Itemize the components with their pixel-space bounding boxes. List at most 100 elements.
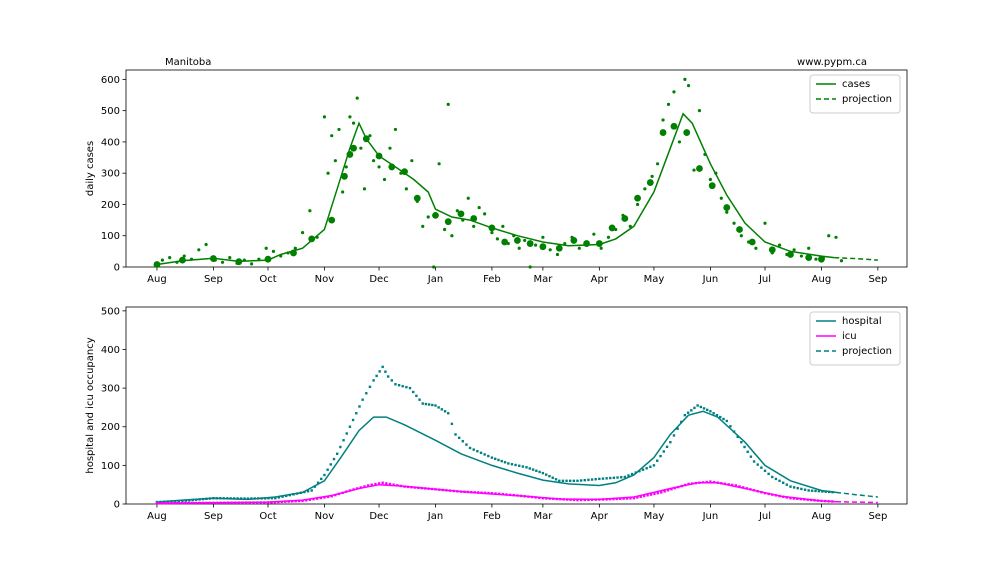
hospital-observed-point	[339, 445, 342, 449]
x-tick-label: Jul	[758, 274, 771, 285]
hospital-observed-point	[601, 477, 605, 480]
hospital-observed-point	[397, 384, 401, 387]
x-tick-label: Aug	[812, 274, 832, 285]
hospital-observed-point	[447, 412, 450, 415]
x-tick-label: Jun	[702, 511, 719, 522]
hospital-observed-point	[541, 471, 545, 475]
hospital-observed-point	[561, 479, 565, 483]
hospital-observed-point	[641, 468, 645, 471]
icu-observed-point	[705, 480, 708, 484]
hospital-observed-point	[696, 404, 699, 407]
icu-observed-point	[642, 494, 646, 498]
daily-case-point	[426, 215, 430, 219]
hospital-observed-point	[630, 472, 634, 476]
daily-case-point	[432, 265, 436, 269]
hospital-observed-point	[490, 456, 494, 459]
icu-observed-point	[619, 497, 622, 500]
hospital-observed-point	[525, 466, 528, 469]
hospital-observed-point	[715, 413, 719, 417]
daily-case-point	[326, 171, 330, 175]
icu-observed-point	[363, 485, 366, 488]
legend-label: hospital	[842, 316, 882, 327]
cases-line	[156, 112, 835, 266]
hospital-observed-point	[487, 454, 490, 458]
daily-case-point	[477, 205, 481, 210]
weekly-case-marker	[583, 240, 590, 247]
hospital-observed-point	[500, 459, 503, 463]
daily-case-point	[330, 134, 334, 138]
hospital-observed-point	[705, 408, 709, 412]
x-tick-label: May	[644, 511, 665, 522]
hospital-observed-point	[528, 467, 531, 470]
daily-case-point	[182, 254, 186, 258]
plot-frame	[125, 306, 908, 505]
projection-line	[834, 256, 878, 261]
weekly-case-marker	[646, 179, 654, 186]
daily-case-point	[348, 115, 352, 119]
daily-case-point	[814, 257, 818, 261]
hospital-observed-point	[329, 463, 333, 466]
hospital-observed-point	[576, 479, 579, 483]
hospital-observed-point	[590, 478, 594, 481]
hospital-observed-point	[729, 425, 732, 428]
icu-observed-point	[377, 482, 381, 485]
weekly-case-marker	[555, 244, 563, 252]
weekly-case-marker	[444, 218, 452, 226]
icu-observed-point	[622, 497, 625, 500]
hospital-observed-point	[579, 479, 583, 482]
hospital-observed-point	[468, 446, 472, 450]
hospital-observed-point	[785, 483, 789, 486]
weekly-case-marker	[501, 238, 509, 246]
daily-case-point	[628, 224, 632, 228]
hospital-observed-point	[424, 402, 428, 406]
x-tick-label: May	[644, 274, 665, 285]
icu-observed-point	[330, 495, 333, 498]
hospital-observed-point	[669, 440, 672, 444]
hospital-observed-point	[408, 386, 412, 390]
daily-case-point	[692, 168, 696, 172]
daily-case-point	[168, 256, 172, 260]
x-tick-label: Aug	[147, 511, 167, 522]
hospital-observed-point	[274, 497, 277, 500]
weekly-case-marker	[457, 210, 465, 218]
hospital-observed-point	[551, 476, 554, 479]
weekly-case-marker	[539, 243, 547, 251]
daily-case-point	[382, 177, 387, 182]
icu-observed-point	[738, 485, 741, 488]
hospital-observed-point	[270, 497, 274, 500]
x-tick-label: Nov	[315, 511, 335, 522]
daily-case-point	[442, 227, 447, 232]
legend-label: projection	[842, 346, 892, 357]
hospital-observed-point	[645, 467, 648, 470]
hospital-observed-point	[554, 478, 558, 481]
x-tick-label: Aug	[812, 511, 832, 522]
daily-case-point	[228, 256, 232, 260]
hospital-observed-point	[609, 476, 612, 480]
hospital-observed-point	[746, 450, 749, 454]
hospital-observed-point	[472, 448, 475, 451]
icu-observed-point	[649, 493, 653, 496]
hospital-observed-point	[351, 418, 355, 422]
icu-observed-point	[312, 497, 315, 501]
hospital-observed-point	[181, 499, 184, 503]
x-tick-label: Mar	[533, 274, 553, 285]
daily-case-point	[341, 190, 345, 194]
weekly-case-marker	[708, 182, 716, 190]
hospital-observed-point	[548, 474, 551, 478]
hospital-observed-point	[316, 481, 320, 484]
hospital-observed-point	[690, 409, 693, 412]
hospital-observed-point	[518, 464, 521, 467]
hospital-observed-point	[394, 383, 397, 386]
y-tick-label: 100	[101, 461, 120, 472]
hospital-observed-point	[569, 479, 572, 483]
daily-case-point	[490, 231, 494, 235]
x-tick-label: Feb	[483, 511, 501, 522]
x-tick-label: Mar	[533, 511, 553, 522]
hospital-observed-point	[450, 422, 454, 426]
hospital-line	[156, 410, 837, 503]
hospital-observed-point	[418, 398, 421, 401]
hospital-observed-point	[699, 405, 703, 409]
daily-case-point	[799, 254, 804, 258]
hospital-observed-point	[434, 404, 437, 407]
daily-case-point	[541, 235, 545, 239]
